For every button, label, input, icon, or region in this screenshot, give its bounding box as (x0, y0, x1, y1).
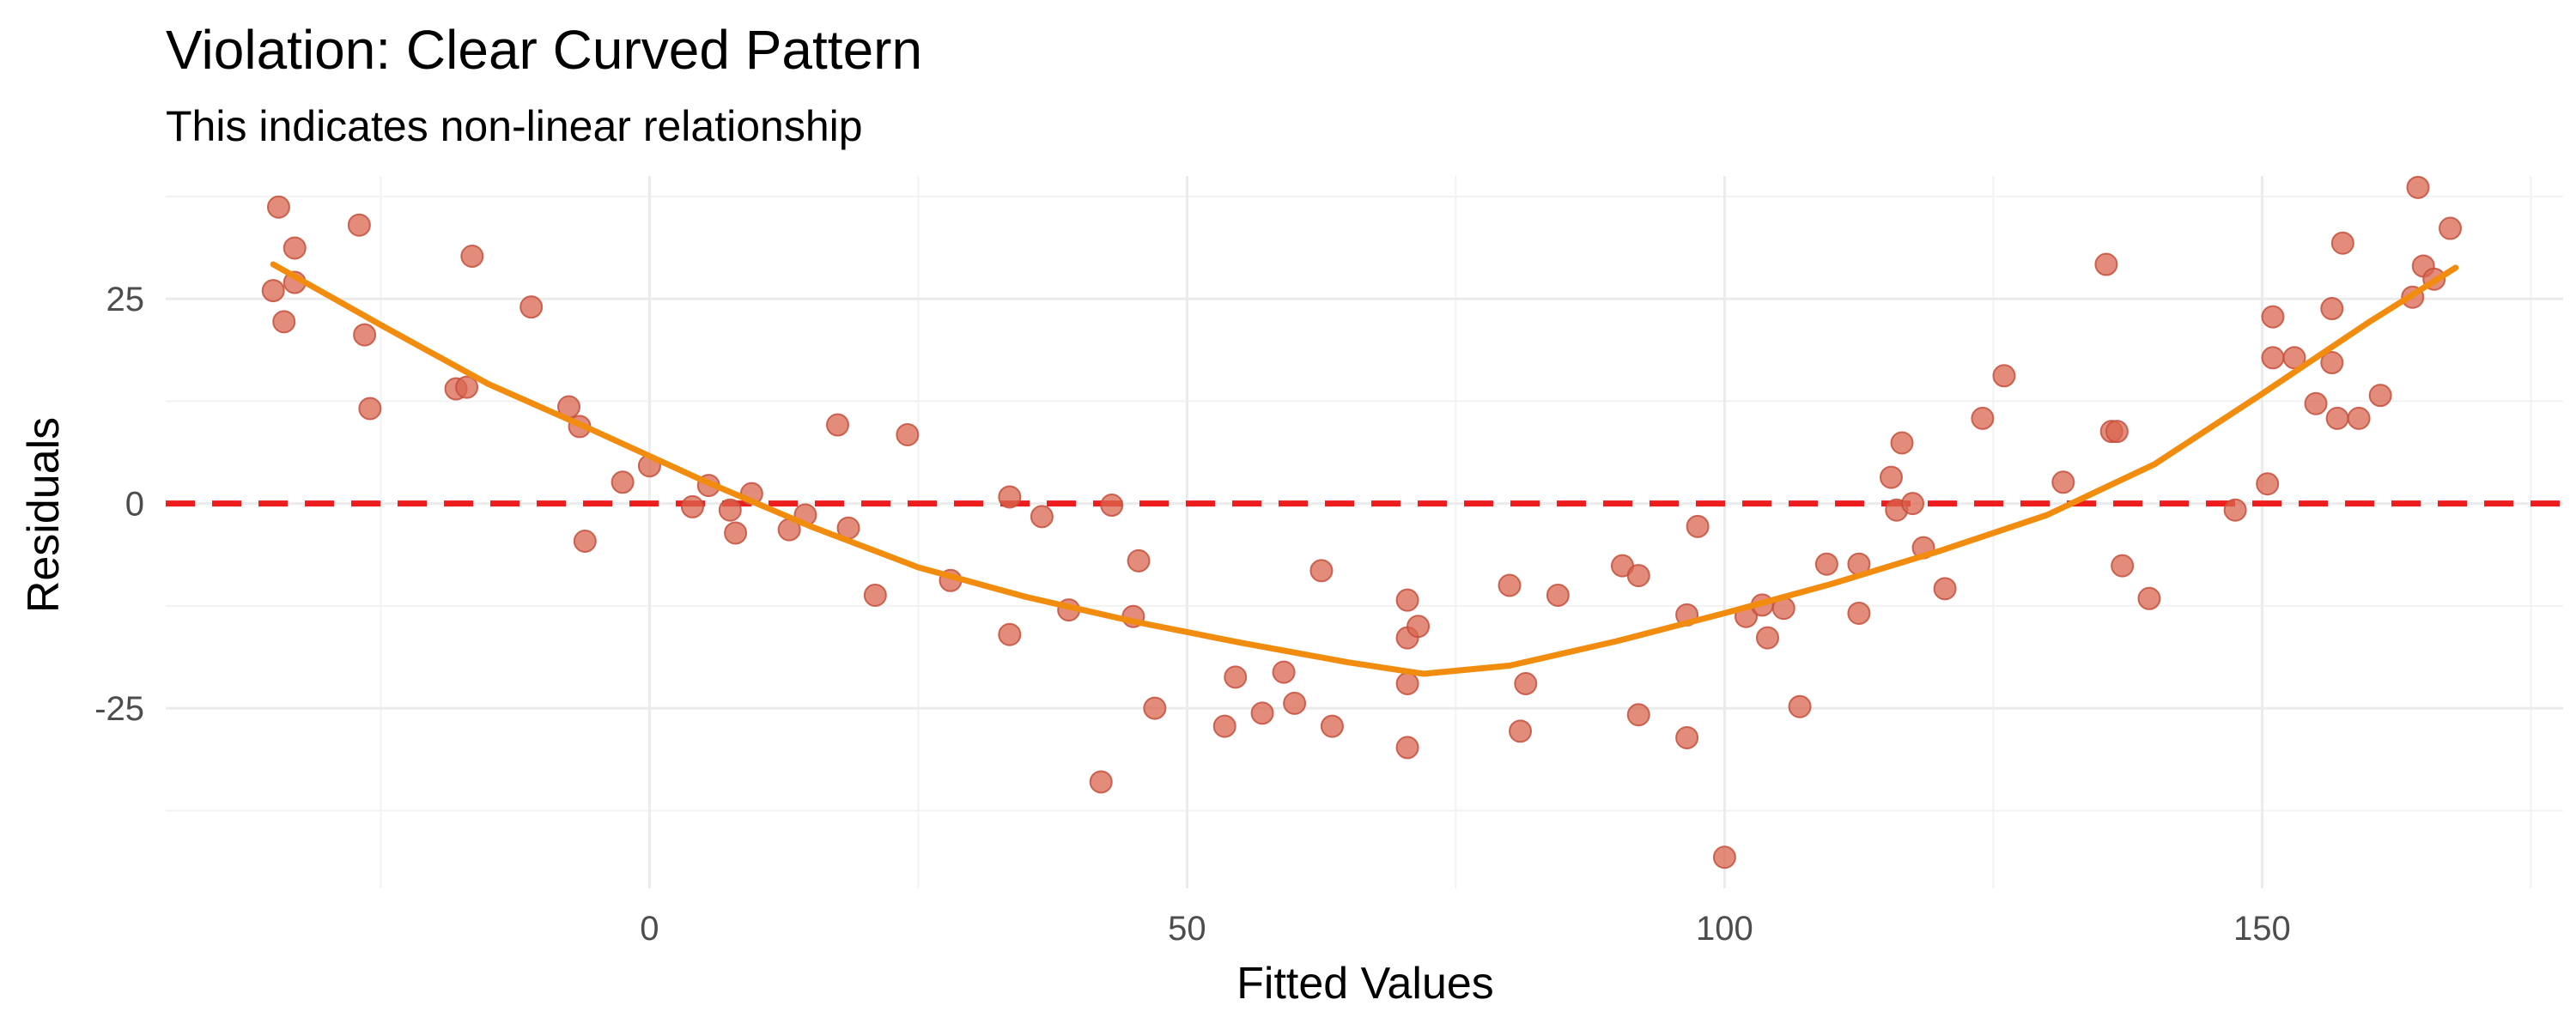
data-point (1212, 714, 1236, 738)
y-tick-label: 0 (125, 486, 144, 524)
data-point (2304, 391, 2328, 415)
data-point (1309, 559, 1334, 583)
x-axis-title: Fitted Values (1236, 959, 1494, 1009)
data-point (680, 494, 704, 518)
data-point (998, 622, 1022, 646)
data-point (460, 244, 484, 268)
data-point (724, 521, 748, 545)
x-tick-label: 0 (640, 910, 659, 948)
data-point (2094, 252, 2118, 276)
data-point (1971, 406, 1995, 430)
data-point (1992, 364, 2016, 388)
residual-points (261, 175, 2463, 869)
smooth-curve (270, 261, 2459, 677)
data-point (2256, 472, 2280, 496)
data-point (1498, 573, 1522, 597)
data-point (2105, 420, 2129, 444)
data-point (347, 213, 371, 237)
data-point (2320, 297, 2344, 321)
axis-tick-labels: 0 50 100 150 -25 0 25 (94, 281, 2291, 948)
data-point (1395, 588, 1419, 612)
data-point (1509, 719, 1533, 743)
data-point (261, 279, 285, 303)
chart-subtitle: This indicates non-linear relationship (166, 102, 863, 150)
data-point (272, 310, 296, 334)
data-point (718, 498, 742, 522)
data-point (2137, 586, 2161, 610)
data-point (1030, 505, 1054, 529)
data-point (2325, 406, 2349, 430)
data-point (573, 529, 597, 553)
data-point (826, 413, 850, 437)
smooth-line (270, 261, 2459, 677)
data-point (2439, 216, 2463, 240)
data-point (455, 375, 479, 399)
grid (166, 176, 2563, 888)
data-point (519, 295, 544, 319)
y-tick-label: 25 (106, 281, 145, 318)
data-point (353, 323, 377, 347)
data-point (2320, 351, 2344, 375)
data-point (1756, 626, 1780, 650)
data-point (1546, 583, 1570, 607)
x-tick-label: 50 (1168, 910, 1206, 948)
data-point (1250, 701, 1274, 725)
data-point (1395, 671, 1419, 695)
data-point (1933, 577, 1957, 601)
data-point (1686, 514, 1710, 538)
x-tick-label: 150 (2233, 910, 2291, 948)
data-point (1712, 845, 1736, 869)
data-point (2347, 406, 2371, 430)
chart-title: Violation: Clear Curved Pattern (166, 19, 922, 81)
x-tick-label: 100 (1696, 910, 1753, 948)
data-point (1224, 665, 1248, 689)
data-point (896, 422, 920, 446)
data-point (1283, 691, 1307, 715)
data-point (1890, 431, 1914, 455)
data-point (1788, 694, 1812, 718)
data-point (611, 470, 635, 494)
data-point (1901, 492, 1925, 516)
data-point (1514, 671, 1538, 695)
data-point (1626, 703, 1650, 727)
data-point (2282, 346, 2306, 370)
data-point (266, 195, 290, 219)
data-point (283, 236, 307, 260)
data-point (2406, 175, 2430, 199)
data-point (1879, 465, 1903, 489)
data-point (2261, 346, 2285, 370)
data-point (1320, 714, 1344, 738)
data-point (863, 583, 887, 607)
data-point (2223, 498, 2247, 522)
data-point (2330, 231, 2354, 255)
data-point (1395, 736, 1419, 760)
data-point (998, 485, 1022, 509)
data-point (2368, 384, 2392, 408)
data-point (1100, 494, 1124, 518)
data-point (1406, 615, 1431, 639)
data-point (2261, 305, 2285, 329)
y-axis-title: Residuals (19, 417, 69, 613)
data-point (1675, 725, 1699, 749)
data-point (2051, 470, 2075, 494)
data-point (1847, 601, 1871, 625)
data-point (1127, 548, 1151, 573)
data-point (1814, 552, 1838, 576)
data-point (1089, 770, 1113, 794)
data-point (1626, 564, 1650, 588)
data-point (2111, 554, 2135, 578)
data-point (358, 397, 382, 421)
y-tick-label: -25 (94, 690, 144, 728)
data-point (1143, 696, 1167, 720)
data-point (1272, 660, 1296, 684)
